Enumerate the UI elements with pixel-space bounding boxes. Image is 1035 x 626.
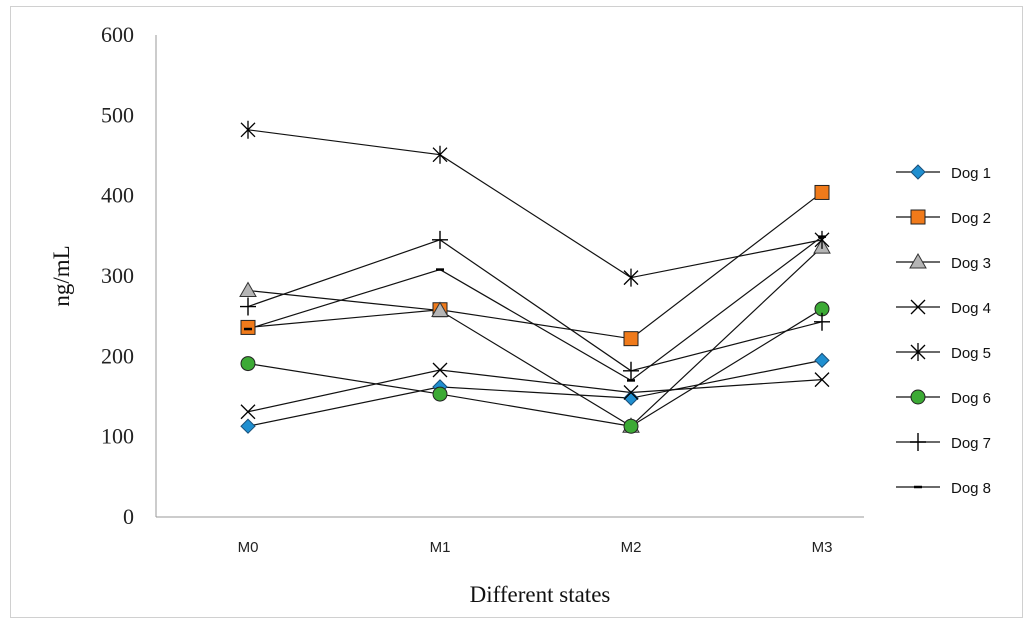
y-tick-label: 600 xyxy=(101,22,134,47)
data-point-dog-3 xyxy=(239,281,257,297)
series-line-dog-1 xyxy=(247,359,823,427)
y-tick-label: 400 xyxy=(101,183,134,208)
data-point-dog-4 xyxy=(432,362,448,378)
y-tick-label: 0 xyxy=(123,504,134,529)
axes xyxy=(155,35,864,518)
data-point-dog-1 xyxy=(240,418,256,434)
series-lines xyxy=(247,129,823,427)
data-point-dog-5 xyxy=(623,268,639,287)
data-point-dog-1 xyxy=(623,390,639,406)
data-point-dog-5 xyxy=(432,145,448,164)
x-axis-title: Different states xyxy=(470,582,611,607)
x-tick-label: M1 xyxy=(430,539,451,556)
legend-label: Dog 7 xyxy=(951,435,991,452)
y-tick-labels: 0 100 200 300 400 500 600 xyxy=(101,22,134,529)
series-markers xyxy=(239,120,831,434)
legend-label: Dog 6 xyxy=(951,390,991,407)
series-line-dog-7 xyxy=(247,239,823,372)
data-point-dog-2 xyxy=(623,331,639,347)
y-tick-label: 100 xyxy=(101,424,134,449)
legend-marker xyxy=(909,252,927,269)
legend: Dog 1 Dog 2 Dog 3 Dog 4 Dog 5 Dog 6 Dog 7 Dog 8 xyxy=(896,164,991,497)
legend-marker xyxy=(910,389,926,405)
series-line-dog-2 xyxy=(247,191,823,340)
chart-frame: 0 100 200 300 400 500 600 M0 M1 M2 M3 ng/mL Diffe… xyxy=(10,6,1023,618)
line-chart: 0 100 200 300 400 500 600 M0 M1 M2 M3 ng/mL Diffe… xyxy=(49,22,991,607)
legend-label: Dog 3 xyxy=(951,255,991,272)
legend-marker xyxy=(910,433,926,451)
legend-marker xyxy=(910,209,926,225)
data-point-dog-6 xyxy=(240,356,256,372)
series-line-dog-4 xyxy=(247,369,823,413)
x-tick-label: M0 xyxy=(238,539,259,556)
series-line-dog-8 xyxy=(247,236,823,382)
legend-label: Dog 5 xyxy=(951,345,991,362)
x-tick-labels: M0 M1 M2 M3 xyxy=(238,539,833,556)
series-line-dog-6 xyxy=(247,308,823,427)
data-point-dog-6 xyxy=(432,386,448,402)
y-axis-title: ng/mL xyxy=(49,245,74,306)
legend-marker xyxy=(910,299,926,315)
legend-label: Dog 8 xyxy=(951,480,991,497)
data-point-dog-1 xyxy=(814,352,830,369)
legend-label: Dog 1 xyxy=(951,165,991,182)
data-point-dog-4 xyxy=(814,372,830,388)
y-tick-label: 500 xyxy=(101,102,134,127)
data-point-dog-4 xyxy=(623,385,639,400)
data-point-dog-2 xyxy=(240,319,256,335)
legend-label: Dog 4 xyxy=(951,300,991,317)
series-line-dog-3 xyxy=(247,246,823,427)
legend-marker xyxy=(910,343,926,361)
legend-label: Dog 2 xyxy=(951,210,991,227)
data-point-dog-2 xyxy=(814,184,830,200)
data-point-dog-7 xyxy=(432,230,448,249)
data-point-dog-7 xyxy=(814,312,830,331)
series-line-dog-5 xyxy=(247,129,823,279)
data-point-dog-7 xyxy=(623,361,639,380)
x-tick-label: M3 xyxy=(812,539,833,556)
data-point-dog-4 xyxy=(240,404,256,420)
legend-marker xyxy=(910,164,926,180)
x-tick-label: M2 xyxy=(621,539,642,556)
data-point-dog-5 xyxy=(814,230,830,249)
data-point-dog-6 xyxy=(623,418,639,434)
y-tick-label: 300 xyxy=(101,263,134,288)
data-point-dog-3 xyxy=(431,301,449,318)
data-point-dog-7 xyxy=(240,297,256,316)
y-tick-label: 200 xyxy=(101,343,134,368)
data-point-dog-5 xyxy=(240,120,256,139)
